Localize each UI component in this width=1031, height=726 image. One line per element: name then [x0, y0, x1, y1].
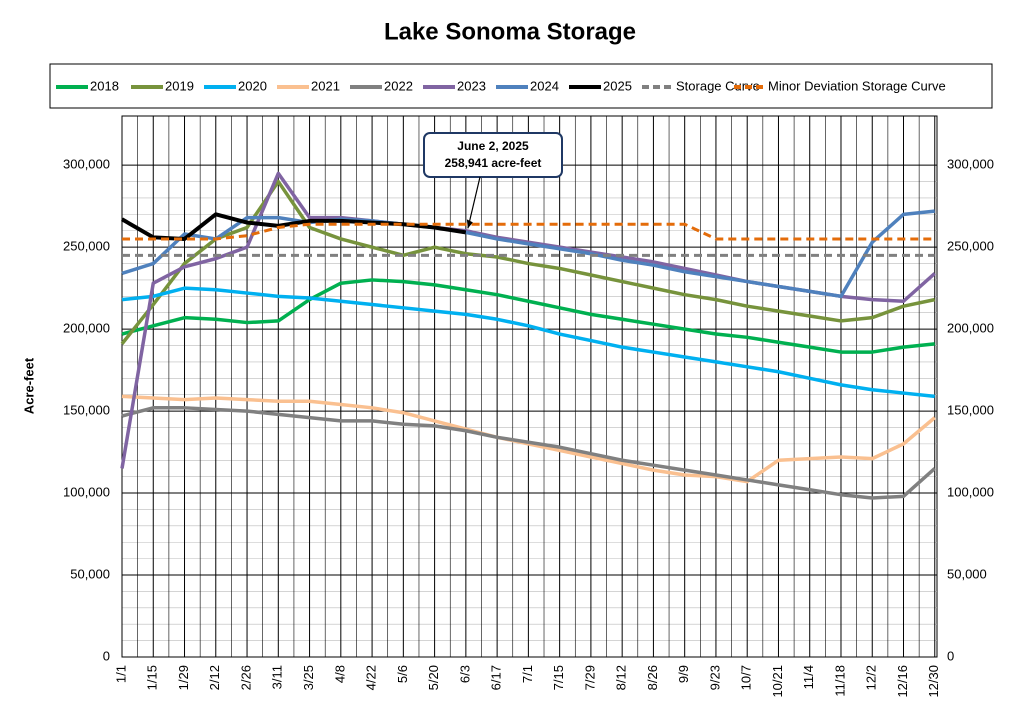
x-tick-label: 2/12 [207, 665, 222, 690]
y-tick-label: 250,000 [63, 239, 110, 254]
y-tick-label: 0 [103, 648, 110, 663]
x-tick-label: 7/29 [582, 665, 597, 690]
y2-tick-label: 150,000 [947, 403, 994, 418]
series-line [121, 209, 935, 299]
x-tick-label: 9/9 [676, 665, 691, 683]
x-tick-label: 8/12 [614, 665, 629, 690]
y2-tick-label: 50,000 [947, 566, 987, 581]
series-line [122, 222, 935, 241]
legend-label: 2022 [384, 78, 413, 93]
annotation-arrow [467, 176, 481, 229]
x-tick-label: 1/29 [176, 665, 191, 690]
legend-label: Minor Deviation Storage Curve [768, 78, 946, 93]
y-tick-label: 150,000 [63, 403, 110, 418]
x-tick-label: 5/6 [395, 665, 410, 683]
annotation-box [423, 132, 563, 178]
y2-tick-label: 0 [947, 648, 954, 663]
x-tick-label: 12/2 [864, 665, 879, 690]
legend-label: 2020 [238, 78, 267, 93]
x-tick-label: 4/8 [332, 665, 347, 683]
legend-label: 2019 [165, 78, 194, 93]
chart-title: Lake Sonoma Storage [384, 18, 636, 45]
x-tick-label: 4/22 [364, 665, 379, 690]
legend-label: 2018 [90, 78, 119, 93]
y2-tick-label: 200,000 [947, 321, 994, 336]
y2-tick-label: 300,000 [947, 157, 994, 172]
x-tick-label: 8/26 [645, 665, 660, 690]
y-axis-label: Acre-feet [21, 357, 36, 414]
x-tick-label: 3/25 [301, 665, 316, 690]
x-tick-label: 12/16 [895, 665, 910, 698]
annotation-text: 258,941 acre-feet [445, 156, 542, 170]
x-tick-label: 5/20 [426, 665, 441, 690]
y-tick-label: 50,000 [70, 566, 110, 581]
x-tick-label: 11/18 [832, 665, 847, 697]
legend-label: Storage Curve [676, 78, 760, 93]
y-tick-label: 300,000 [63, 157, 110, 172]
series-line [121, 406, 936, 500]
x-tick-label: 10/21 [770, 665, 785, 698]
series-line [121, 286, 935, 399]
x-tick-label: 6/3 [457, 665, 472, 683]
legend-label: 2024 [530, 78, 559, 93]
legend-label: 2021 [311, 78, 340, 93]
y-tick-label: 200,000 [63, 321, 110, 336]
y2-tick-label: 250,000 [947, 239, 994, 254]
x-tick-label: 12/30 [926, 665, 941, 698]
x-tick-label: 1/15 [145, 665, 160, 690]
y-tick-label: 100,000 [63, 484, 110, 499]
x-tick-label: 3/11 [270, 665, 285, 689]
annotation-arrowhead [466, 219, 473, 229]
legend-label: 2023 [457, 78, 486, 93]
y2-tick-label: 100,000 [947, 484, 994, 499]
x-tick-label: 6/17 [489, 665, 504, 690]
x-tick-label: 7/1 [520, 665, 535, 683]
x-tick-label: 11/4 [801, 665, 816, 689]
x-tick-label: 9/23 [707, 665, 722, 690]
series-line [121, 278, 935, 354]
legend-label: 2025 [603, 78, 632, 93]
x-tick-label: 2/26 [238, 665, 253, 690]
plot-area [121, 115, 938, 658]
x-tick-label: 10/7 [739, 665, 754, 690]
x-tick-label: 7/15 [551, 665, 566, 690]
annotation-text: June 2, 2025 [457, 139, 529, 153]
series-line [120, 179, 936, 345]
x-tick-label: 1/1 [113, 665, 128, 683]
